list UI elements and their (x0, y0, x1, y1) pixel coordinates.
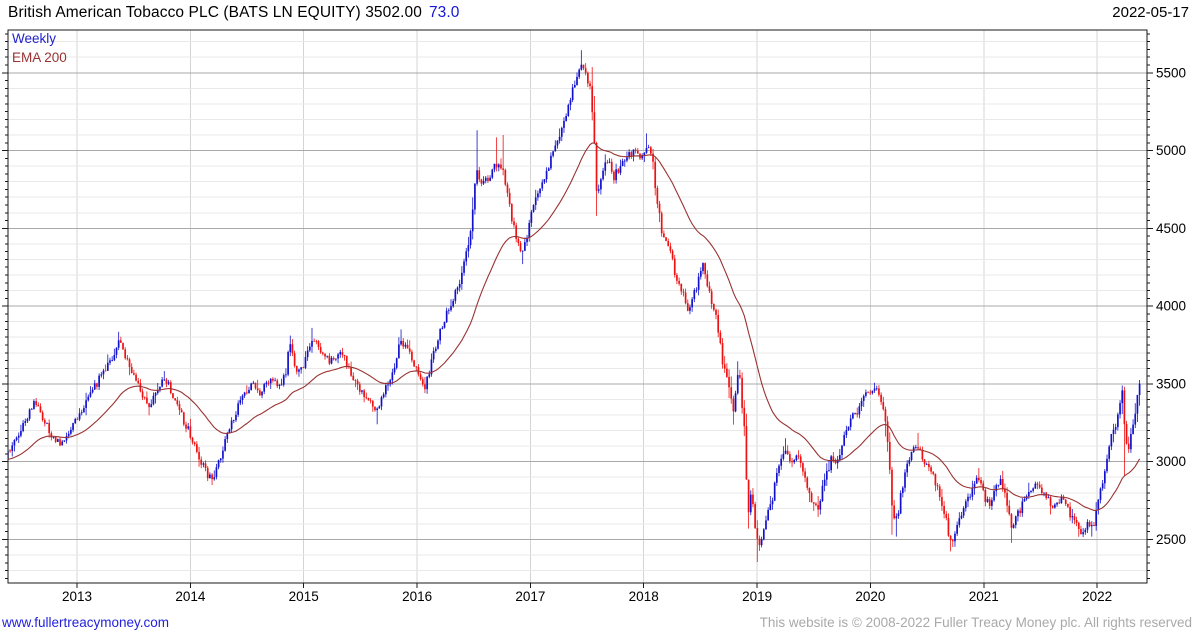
ema-line (8, 142, 1141, 511)
x-axis-label: 2013 (62, 589, 92, 604)
x-axis-label: 2019 (742, 589, 772, 604)
legend-frequency-label: Weekly (12, 31, 57, 46)
x-axis-label: 2020 (855, 589, 885, 604)
page-title: British American Tobacco PLC (BATS LN EQ… (8, 4, 460, 22)
x-axis-label: 2015 (289, 589, 319, 604)
x-axis-label: 2017 (515, 589, 545, 604)
y-axis-label: 5500 (1156, 65, 1186, 80)
x-axis-label: 2022 (1082, 589, 1112, 604)
x-axis-label: 2018 (629, 589, 659, 604)
x-axis-label: 2021 (969, 589, 999, 604)
candles-layer (8, 50, 1141, 562)
y-axis: 2500 3000 3500 4000 4500 5000 5500 (2, 33, 1186, 579)
chart-date: 2022-05-17 (1112, 4, 1189, 21)
y-axis-label: 3500 (1156, 376, 1186, 391)
y-axis-label: 2500 (1156, 532, 1186, 547)
x-axis-label: 2016 (402, 589, 432, 604)
instrument-title: British American Tobacco PLC (BATS LN EQ… (8, 4, 422, 21)
y-axis-label: 4000 (1156, 299, 1186, 314)
copyright-text: This website is © 2008-2022 Fuller Treac… (759, 615, 1192, 630)
legend-ema-label: EMA 200 (12, 50, 67, 65)
y-axis-label: 5000 (1156, 143, 1186, 158)
x-axis: 2013 2014 2015 2016 2017 2018 2019 2020 2021 2022 (62, 583, 1112, 604)
y-axis-label: 3000 (1156, 454, 1186, 469)
x-axis-label: 2014 (175, 589, 206, 604)
website-link[interactable]: www.fullertreacymoney.com (2, 615, 170, 630)
grid-layer (8, 30, 1147, 583)
price-change: 73.0 (428, 4, 460, 21)
y-axis-label: 4500 (1156, 221, 1186, 236)
